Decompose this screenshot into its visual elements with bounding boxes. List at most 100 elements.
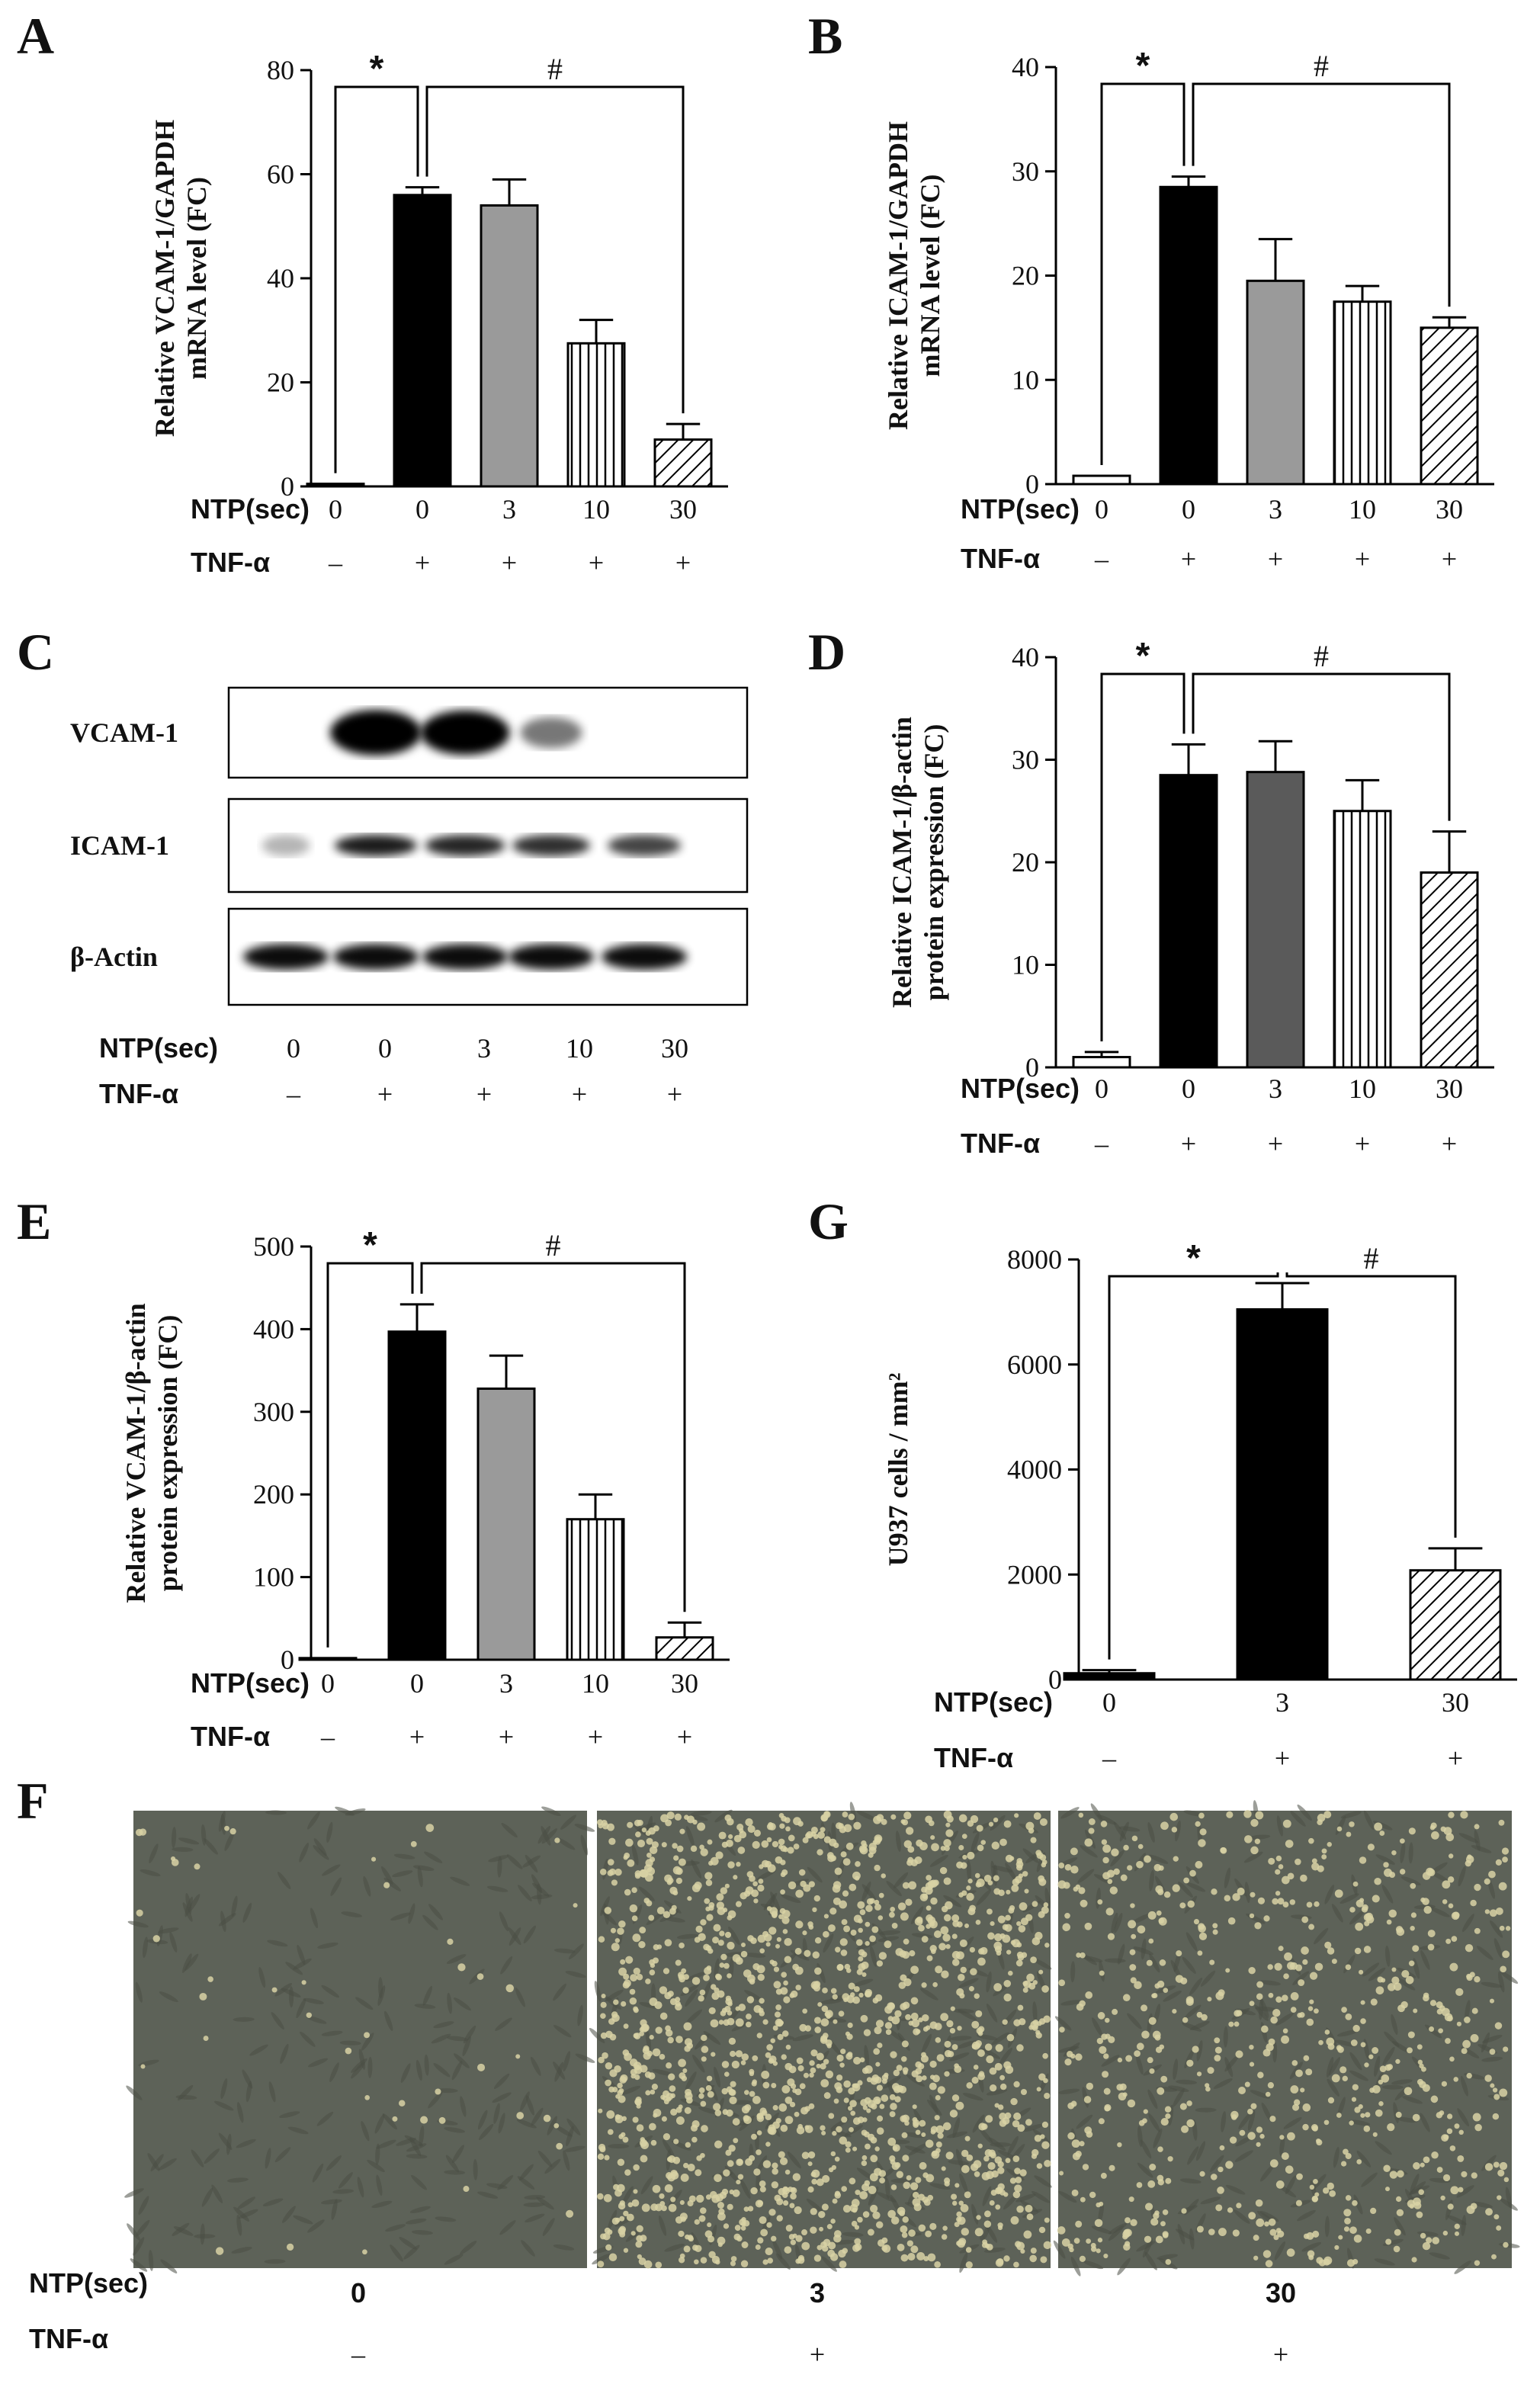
endothelial-cell xyxy=(662,2139,675,2158)
adhered-u937-cell xyxy=(636,2235,643,2242)
adhered-u937-cell xyxy=(859,2190,868,2200)
microscopy-image-1 xyxy=(124,1806,595,2273)
adhered-u937-cell xyxy=(614,2114,624,2123)
adhered-u937-cell xyxy=(1165,2259,1172,2265)
adhered-u937-cell xyxy=(1458,2129,1464,2135)
adhered-u937-cell xyxy=(603,2193,612,2203)
adhered-u937-cell xyxy=(817,1849,823,1856)
adhered-u937-cell xyxy=(678,1858,686,1866)
endothelial-cell xyxy=(1098,2202,1105,2224)
adhered-u937-cell xyxy=(737,1847,746,1854)
adhered-u937-cell xyxy=(1499,2161,1508,2171)
endothelial-cell xyxy=(355,1997,374,2010)
adhered-u937-cell xyxy=(935,1965,943,1974)
adhered-u937-cell xyxy=(1416,2211,1423,2219)
adhered-u937-cell xyxy=(889,2155,896,2162)
endothelial-cell xyxy=(258,1967,266,1988)
adhered-u937-cell xyxy=(1445,2038,1451,2044)
adhered-u937-cell xyxy=(834,2156,840,2162)
adhered-u937-cell xyxy=(1300,1874,1307,1882)
adhered-u937-cell xyxy=(735,2018,744,2027)
adhered-u937-cell xyxy=(915,2129,921,2135)
adhered-u937-cell xyxy=(364,2032,371,2039)
adhered-u937-cell xyxy=(704,2230,713,2238)
adhered-u937-cell xyxy=(1014,1813,1019,1818)
endothelial-cell xyxy=(158,2158,177,2171)
adhered-u937-cell xyxy=(951,2200,958,2206)
adhered-u937-cell xyxy=(874,1904,881,1911)
adhered-u937-cell xyxy=(842,1890,849,1897)
adhered-u937-cell xyxy=(885,2029,892,2036)
adhered-u937-cell xyxy=(1067,2132,1075,2140)
adhered-u937-cell xyxy=(1147,2180,1156,2188)
adhered-u937-cell xyxy=(1019,1902,1028,1911)
adhered-u937-cell xyxy=(1039,1854,1047,1861)
tnf-condition-value: + xyxy=(1442,544,1457,574)
adhered-u937-cell xyxy=(1218,2228,1227,2236)
endothelial-cell xyxy=(268,2081,276,2103)
endothelial-cell xyxy=(631,1844,639,1866)
adhered-u937-cell xyxy=(894,2010,902,2017)
adhered-u937-cell xyxy=(1173,1856,1179,1862)
adhered-u937-cell xyxy=(1080,1899,1088,1908)
endothelial-cell xyxy=(525,2095,534,2116)
bar xyxy=(1236,1308,1329,1681)
adhered-u937-cell xyxy=(762,2259,768,2265)
adhered-u937-cell xyxy=(199,1992,207,2001)
adhered-u937-cell xyxy=(1025,1914,1033,1921)
bar xyxy=(1072,1056,1131,1069)
endothelial-cell xyxy=(1311,2174,1327,2190)
adhered-u937-cell xyxy=(704,1872,713,1880)
adhered-u937-cell xyxy=(908,2229,916,2237)
adhered-u937-cell xyxy=(951,1959,960,1966)
adhered-u937-cell xyxy=(783,1847,788,1853)
endothelial-cell xyxy=(991,1865,1013,1872)
adhered-u937-cell xyxy=(1441,2081,1448,2087)
endothelial-cell xyxy=(1374,2258,1395,2266)
adhered-u937-cell xyxy=(984,2043,993,2051)
endothelial-cell xyxy=(293,1958,312,1970)
adhered-u937-cell xyxy=(1044,2092,1051,2100)
endothelial-cell xyxy=(639,2002,660,2009)
adhered-u937-cell xyxy=(1354,1947,1362,1955)
endothelial-cell xyxy=(303,1997,324,2004)
adhered-u937-cell xyxy=(1407,2031,1415,2039)
endothelial-cell xyxy=(414,2004,436,2009)
endothelial-cell xyxy=(821,2256,837,2272)
adhered-u937-cell xyxy=(717,1940,724,1946)
adhered-u937-cell xyxy=(833,2230,842,2238)
adhered-u937-cell xyxy=(821,2203,829,2211)
adhered-u937-cell xyxy=(925,2139,934,2148)
adhered-u937-cell xyxy=(769,1959,775,1965)
adhered-u937-cell xyxy=(1272,2008,1281,2017)
adhered-u937-cell xyxy=(634,1819,641,1827)
adhered-u937-cell xyxy=(1410,1926,1415,1931)
adhered-u937-cell xyxy=(996,1950,1002,1956)
endothelial-cell xyxy=(419,2125,425,2147)
endothelial-cell xyxy=(1149,1953,1160,1973)
adhered-u937-cell xyxy=(1078,1812,1084,1818)
adhered-u937-cell xyxy=(659,2053,666,2060)
adhered-u937-cell xyxy=(597,2260,605,2268)
adhered-u937-cell xyxy=(1413,2008,1418,2013)
adhered-u937-cell xyxy=(759,1948,765,1954)
adhered-u937-cell xyxy=(1474,1927,1481,1934)
adhered-u937-cell xyxy=(859,2057,865,2063)
significance-hash: # xyxy=(1314,639,1329,673)
adhered-u937-cell xyxy=(889,2094,896,2100)
tnf-condition-value: – xyxy=(320,1721,335,1752)
adhered-u937-cell xyxy=(1470,2033,1479,2042)
adhered-u937-cell xyxy=(927,2253,936,2262)
adhered-u937-cell xyxy=(1138,2119,1145,2126)
adhered-u937-cell xyxy=(1141,2030,1150,2039)
adhered-u937-cell xyxy=(573,1903,578,1908)
endothelial-cell xyxy=(422,1985,433,2006)
adhered-u937-cell xyxy=(727,2203,733,2210)
adhered-u937-cell xyxy=(727,2160,734,2167)
adhered-u937-cell xyxy=(820,2036,828,2044)
adhered-u937-cell xyxy=(784,1937,792,1946)
adhered-u937-cell xyxy=(800,1880,807,1888)
adhered-u937-cell xyxy=(977,2143,983,2148)
endothelial-cell xyxy=(185,1893,192,1914)
adhered-u937-cell xyxy=(845,2141,852,2148)
